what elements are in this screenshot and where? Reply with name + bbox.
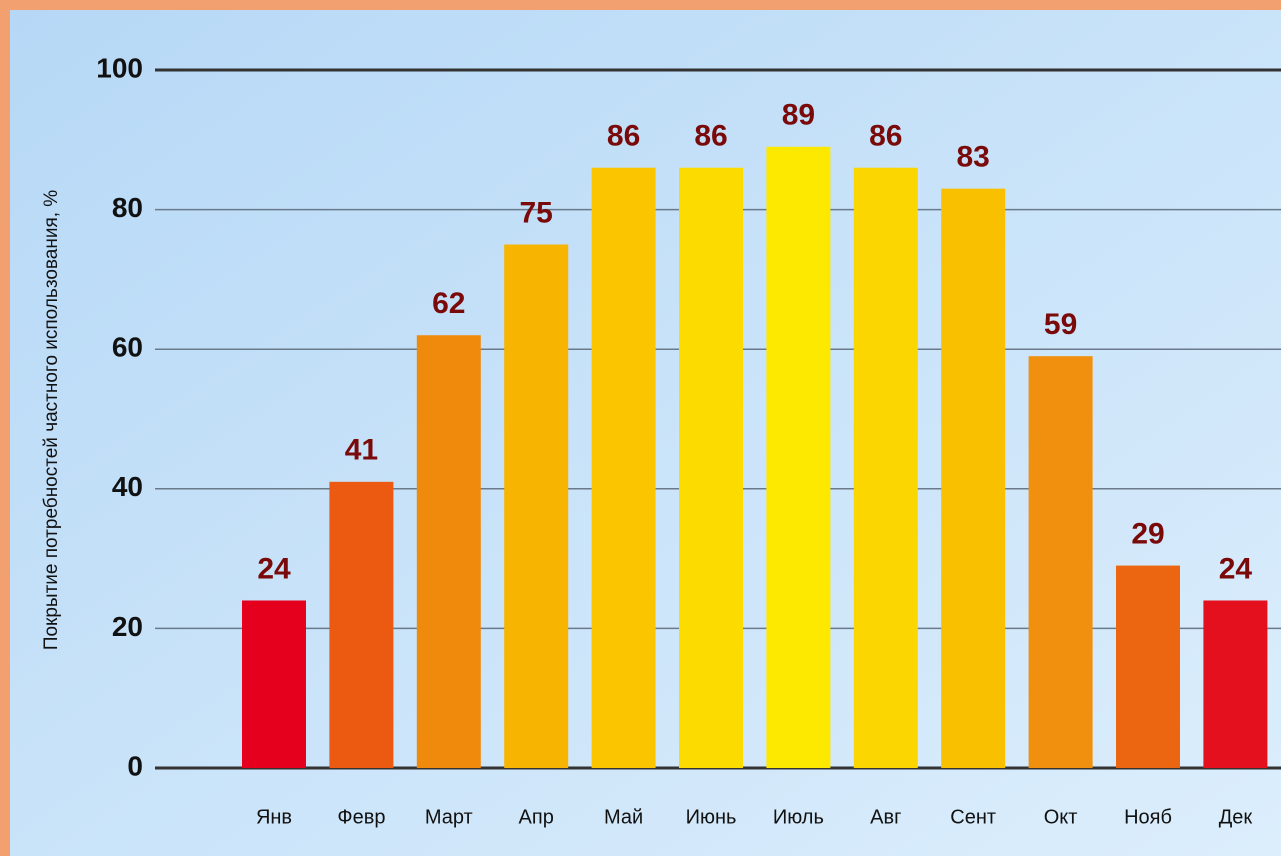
y-tick-label: 20 xyxy=(112,611,143,642)
bar xyxy=(504,244,569,768)
bar xyxy=(329,481,394,768)
x-tick-label: Апр xyxy=(519,806,554,828)
x-tick-label: Февр xyxy=(337,806,385,828)
value-label: 29 xyxy=(1131,518,1164,551)
value-label: 86 xyxy=(607,120,640,153)
bar xyxy=(416,335,481,768)
value-label: 62 xyxy=(432,287,465,320)
value-label: 89 xyxy=(782,99,815,132)
bar xyxy=(853,167,918,769)
value-label: 24 xyxy=(1219,552,1253,585)
x-tick-label: Янв xyxy=(256,806,292,828)
x-tick-label: Окт xyxy=(1044,806,1078,828)
value-label: 75 xyxy=(520,196,553,229)
x-tick-label: Нояб xyxy=(1124,806,1172,828)
value-label: 86 xyxy=(869,120,902,153)
y-tick-label: 60 xyxy=(112,332,143,363)
bar xyxy=(242,600,306,768)
x-tick-label: Сент xyxy=(950,806,996,828)
x-tick-label: Март xyxy=(425,806,473,828)
y-tick-label: 80 xyxy=(112,192,143,223)
bar xyxy=(1028,356,1093,768)
bar xyxy=(1116,565,1180,768)
x-tick-label: Июнь xyxy=(686,806,737,828)
bar xyxy=(1203,600,1268,768)
x-tick-label: Дек xyxy=(1219,806,1253,828)
value-label: 41 xyxy=(345,434,378,467)
y-axis-label: Покрытие потребностей частного использов… xyxy=(41,190,62,650)
bar xyxy=(679,167,743,769)
value-label: 83 xyxy=(957,141,990,174)
bar xyxy=(941,188,1006,768)
value-label: 24 xyxy=(257,552,291,585)
y-tick-label: 100 xyxy=(96,52,143,83)
y-tick-label: 0 xyxy=(127,750,143,781)
x-tick-label: Авг xyxy=(870,806,901,828)
x-tick-label: Май xyxy=(604,806,643,828)
value-label: 86 xyxy=(694,120,727,153)
y-tick-label: 40 xyxy=(112,471,143,502)
bar xyxy=(591,167,656,769)
value-label: 59 xyxy=(1044,308,1077,341)
x-tick-label: Июль xyxy=(773,806,824,828)
bar xyxy=(766,146,831,768)
